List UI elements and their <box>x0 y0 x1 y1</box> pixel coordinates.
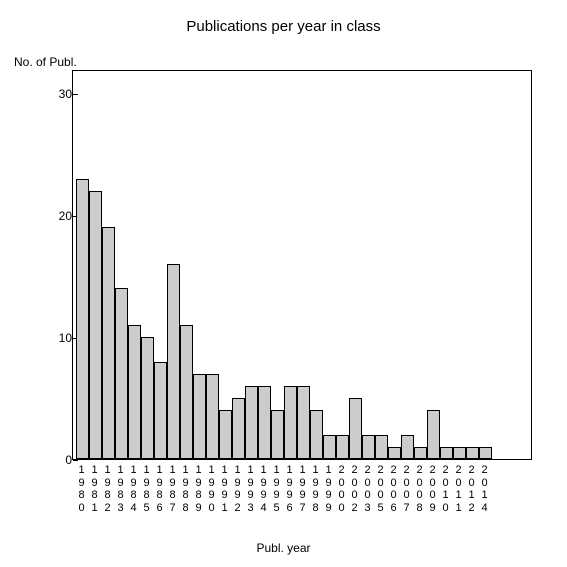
x-tick-label: 2007 <box>400 462 413 532</box>
x-tick-label: 1990 <box>205 462 218 532</box>
x-tick-label: 1981 <box>88 462 101 532</box>
bar <box>271 410 284 459</box>
x-axis-ticks: 1980198119821983198419851986198719881989… <box>72 462 532 532</box>
bar <box>362 435 375 459</box>
bar <box>102 227 115 459</box>
x-tick-label: 1984 <box>127 462 140 532</box>
y-tick-label: 20 <box>42 209 72 223</box>
chart-container: Publications per year in class No. of Pu… <box>0 0 567 567</box>
x-tick-label: 2006 <box>387 462 400 532</box>
bar <box>388 447 401 459</box>
bars-group <box>73 71 531 459</box>
x-axis-label: Publ. year <box>0 541 567 555</box>
x-tick-label: 1999 <box>322 462 335 532</box>
x-tick-label: 1986 <box>153 462 166 532</box>
bar <box>193 374 206 459</box>
bar <box>310 410 323 459</box>
x-tick-label: 1995 <box>270 462 283 532</box>
bar <box>466 447 479 459</box>
x-tick-label: 1992 <box>231 462 244 532</box>
y-tick-label: 0 <box>42 453 72 467</box>
x-tick-label: 1997 <box>296 462 309 532</box>
x-tick-label: 1989 <box>192 462 205 532</box>
bar <box>323 435 336 459</box>
x-tick-label: 1996 <box>283 462 296 532</box>
bar <box>232 398 245 459</box>
bar <box>414 447 427 459</box>
x-tick-label: 1998 <box>309 462 322 532</box>
x-tick-label: 2005 <box>374 462 387 532</box>
x-tick-label: 1988 <box>179 462 192 532</box>
x-tick-label: 1980 <box>75 462 88 532</box>
bar <box>258 386 271 459</box>
x-tick-label: 1987 <box>166 462 179 532</box>
x-tick-label: 1982 <box>101 462 114 532</box>
bar <box>375 435 388 459</box>
bar <box>297 386 310 459</box>
x-tick-label: 2010 <box>439 462 452 532</box>
y-tick-mark <box>73 460 78 461</box>
bar <box>349 398 362 459</box>
y-tick-label: 10 <box>42 331 72 345</box>
bar <box>401 435 414 459</box>
y-axis-ticks: 0102030 <box>42 70 72 460</box>
x-tick-label: 2003 <box>361 462 374 532</box>
bar <box>284 386 297 459</box>
x-tick-label: 2002 <box>348 462 361 532</box>
bar <box>180 325 193 459</box>
x-tick-label: 2000 <box>335 462 348 532</box>
chart-title: Publications per year in class <box>0 18 567 35</box>
x-tick-label: 1983 <box>114 462 127 532</box>
y-tick-label: 30 <box>42 87 72 101</box>
bar <box>219 410 232 459</box>
bar <box>141 337 154 459</box>
bar <box>440 447 453 459</box>
bar <box>206 374 219 459</box>
bar <box>427 410 440 459</box>
bar <box>76 179 89 459</box>
x-tick-label: 1993 <box>244 462 257 532</box>
bar <box>453 447 466 459</box>
x-tick-label: 1991 <box>218 462 231 532</box>
plot-area <box>72 70 532 460</box>
bar <box>245 386 258 459</box>
bar <box>115 288 128 459</box>
x-tick-label: 2011 <box>452 462 465 532</box>
bar <box>154 362 167 460</box>
bar <box>167 264 180 459</box>
x-tick-label: 1994 <box>257 462 270 532</box>
bar <box>336 435 349 459</box>
x-tick-label: 2009 <box>426 462 439 532</box>
x-tick-label: 1985 <box>140 462 153 532</box>
x-tick-label: 2012 <box>465 462 478 532</box>
bar <box>479 447 492 459</box>
bar <box>128 325 141 459</box>
x-tick-label: 2008 <box>413 462 426 532</box>
x-tick-label: 2014 <box>478 462 491 532</box>
bar <box>89 191 102 459</box>
y-axis-label: No. of Publ. <box>14 55 77 69</box>
